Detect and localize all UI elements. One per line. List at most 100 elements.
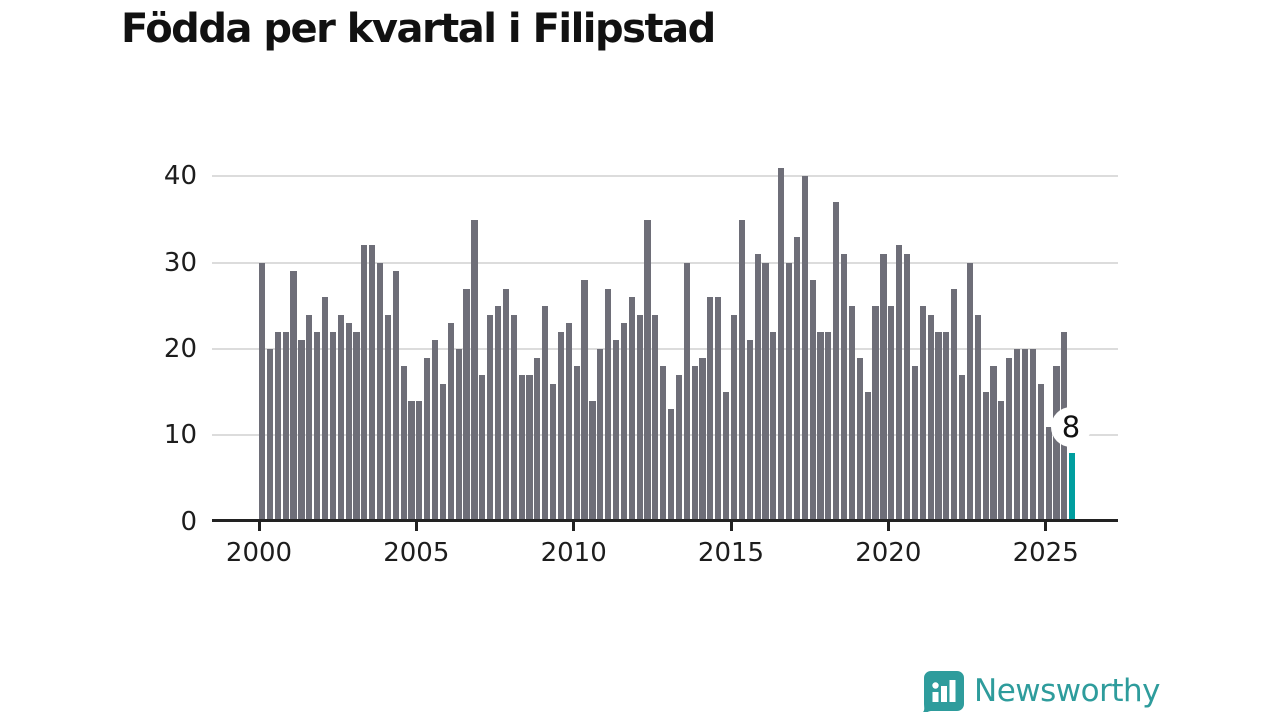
bar [691, 366, 698, 522]
bar [518, 374, 525, 522]
x-tick-label-2020: 2020 [855, 538, 922, 568]
bar [730, 314, 738, 522]
bar [337, 314, 344, 522]
bar [542, 305, 549, 522]
bar [361, 245, 368, 522]
bar [408, 400, 415, 522]
x-tick-label-2015: 2015 [697, 538, 765, 568]
y-tick-label-30: 30 [163, 247, 197, 278]
bar [746, 340, 753, 522]
x-tick-2000 [257, 522, 261, 531]
bar [833, 202, 840, 522]
bar [510, 314, 517, 522]
bar [652, 314, 659, 522]
bar [605, 288, 612, 522]
bar [982, 392, 989, 522]
bar [896, 245, 903, 522]
bar [888, 305, 895, 522]
bar [471, 219, 478, 522]
bar [259, 262, 266, 522]
bar [557, 331, 565, 522]
bar [707, 297, 714, 522]
x-tick-2005 [414, 522, 418, 531]
bar [809, 279, 816, 522]
bar [841, 254, 848, 522]
bar [502, 288, 509, 522]
bar [636, 314, 643, 522]
highlight-value-label: 8 [1051, 407, 1091, 447]
brand-footer[interactable]: Newsworthy [923, 670, 1160, 712]
bar [565, 323, 572, 522]
bar [432, 340, 439, 522]
bar [683, 262, 690, 522]
bar [715, 297, 722, 522]
bar [400, 366, 407, 522]
bar [463, 288, 470, 522]
bar [951, 288, 958, 522]
bar [306, 314, 313, 522]
bar [526, 374, 533, 522]
bar [880, 254, 887, 522]
bar [1029, 349, 1036, 522]
bar [723, 392, 730, 522]
bar [903, 254, 911, 522]
bar [612, 340, 620, 522]
bar [329, 331, 336, 522]
bar [376, 262, 384, 522]
bar [447, 323, 454, 522]
bar [864, 392, 871, 522]
bar [573, 366, 580, 522]
x-tick-label-2000: 2000 [225, 538, 293, 568]
gridline-20 [212, 348, 1118, 350]
bar [1053, 366, 1060, 522]
bar [974, 314, 981, 522]
bar [762, 262, 769, 522]
bar [778, 167, 785, 522]
bar [290, 271, 297, 522]
bar [699, 357, 706, 522]
gridline-30 [212, 261, 1118, 264]
bar [550, 383, 557, 522]
bar [416, 400, 423, 522]
x-tick-2015 [729, 522, 733, 531]
bar [274, 331, 281, 522]
bar [298, 340, 305, 522]
x-tick-2020 [886, 522, 890, 531]
bar [825, 331, 832, 522]
bar [848, 305, 856, 522]
bar [998, 400, 1005, 522]
bar [479, 374, 486, 522]
bar [534, 357, 541, 522]
bar [581, 279, 588, 522]
bar [927, 314, 934, 522]
bar [384, 314, 392, 522]
bar [785, 262, 793, 522]
bar [353, 331, 360, 522]
bar [770, 331, 777, 522]
highlighted-bar [1069, 452, 1076, 522]
bar [1021, 349, 1029, 522]
bar [667, 409, 675, 522]
bar [966, 262, 974, 522]
brand-name: Newsworthy [974, 673, 1160, 709]
bar [345, 323, 352, 522]
newsworthy-logo-icon [923, 671, 965, 712]
bar [919, 305, 926, 522]
bar [620, 323, 627, 522]
bar [958, 374, 966, 522]
bar [282, 331, 289, 522]
bar [314, 331, 321, 522]
x-axis-line [212, 519, 1118, 522]
bar [738, 219, 745, 522]
bar [801, 176, 808, 522]
chart-title: Födda per kvartal i Filipstad [121, 6, 716, 52]
bar [392, 271, 399, 522]
bar [943, 331, 950, 522]
bar [424, 357, 431, 522]
bar [487, 314, 494, 522]
bar [1006, 357, 1013, 522]
bar [1014, 349, 1021, 522]
x-tick-label-2005: 2005 [383, 538, 450, 568]
bar [856, 357, 863, 522]
